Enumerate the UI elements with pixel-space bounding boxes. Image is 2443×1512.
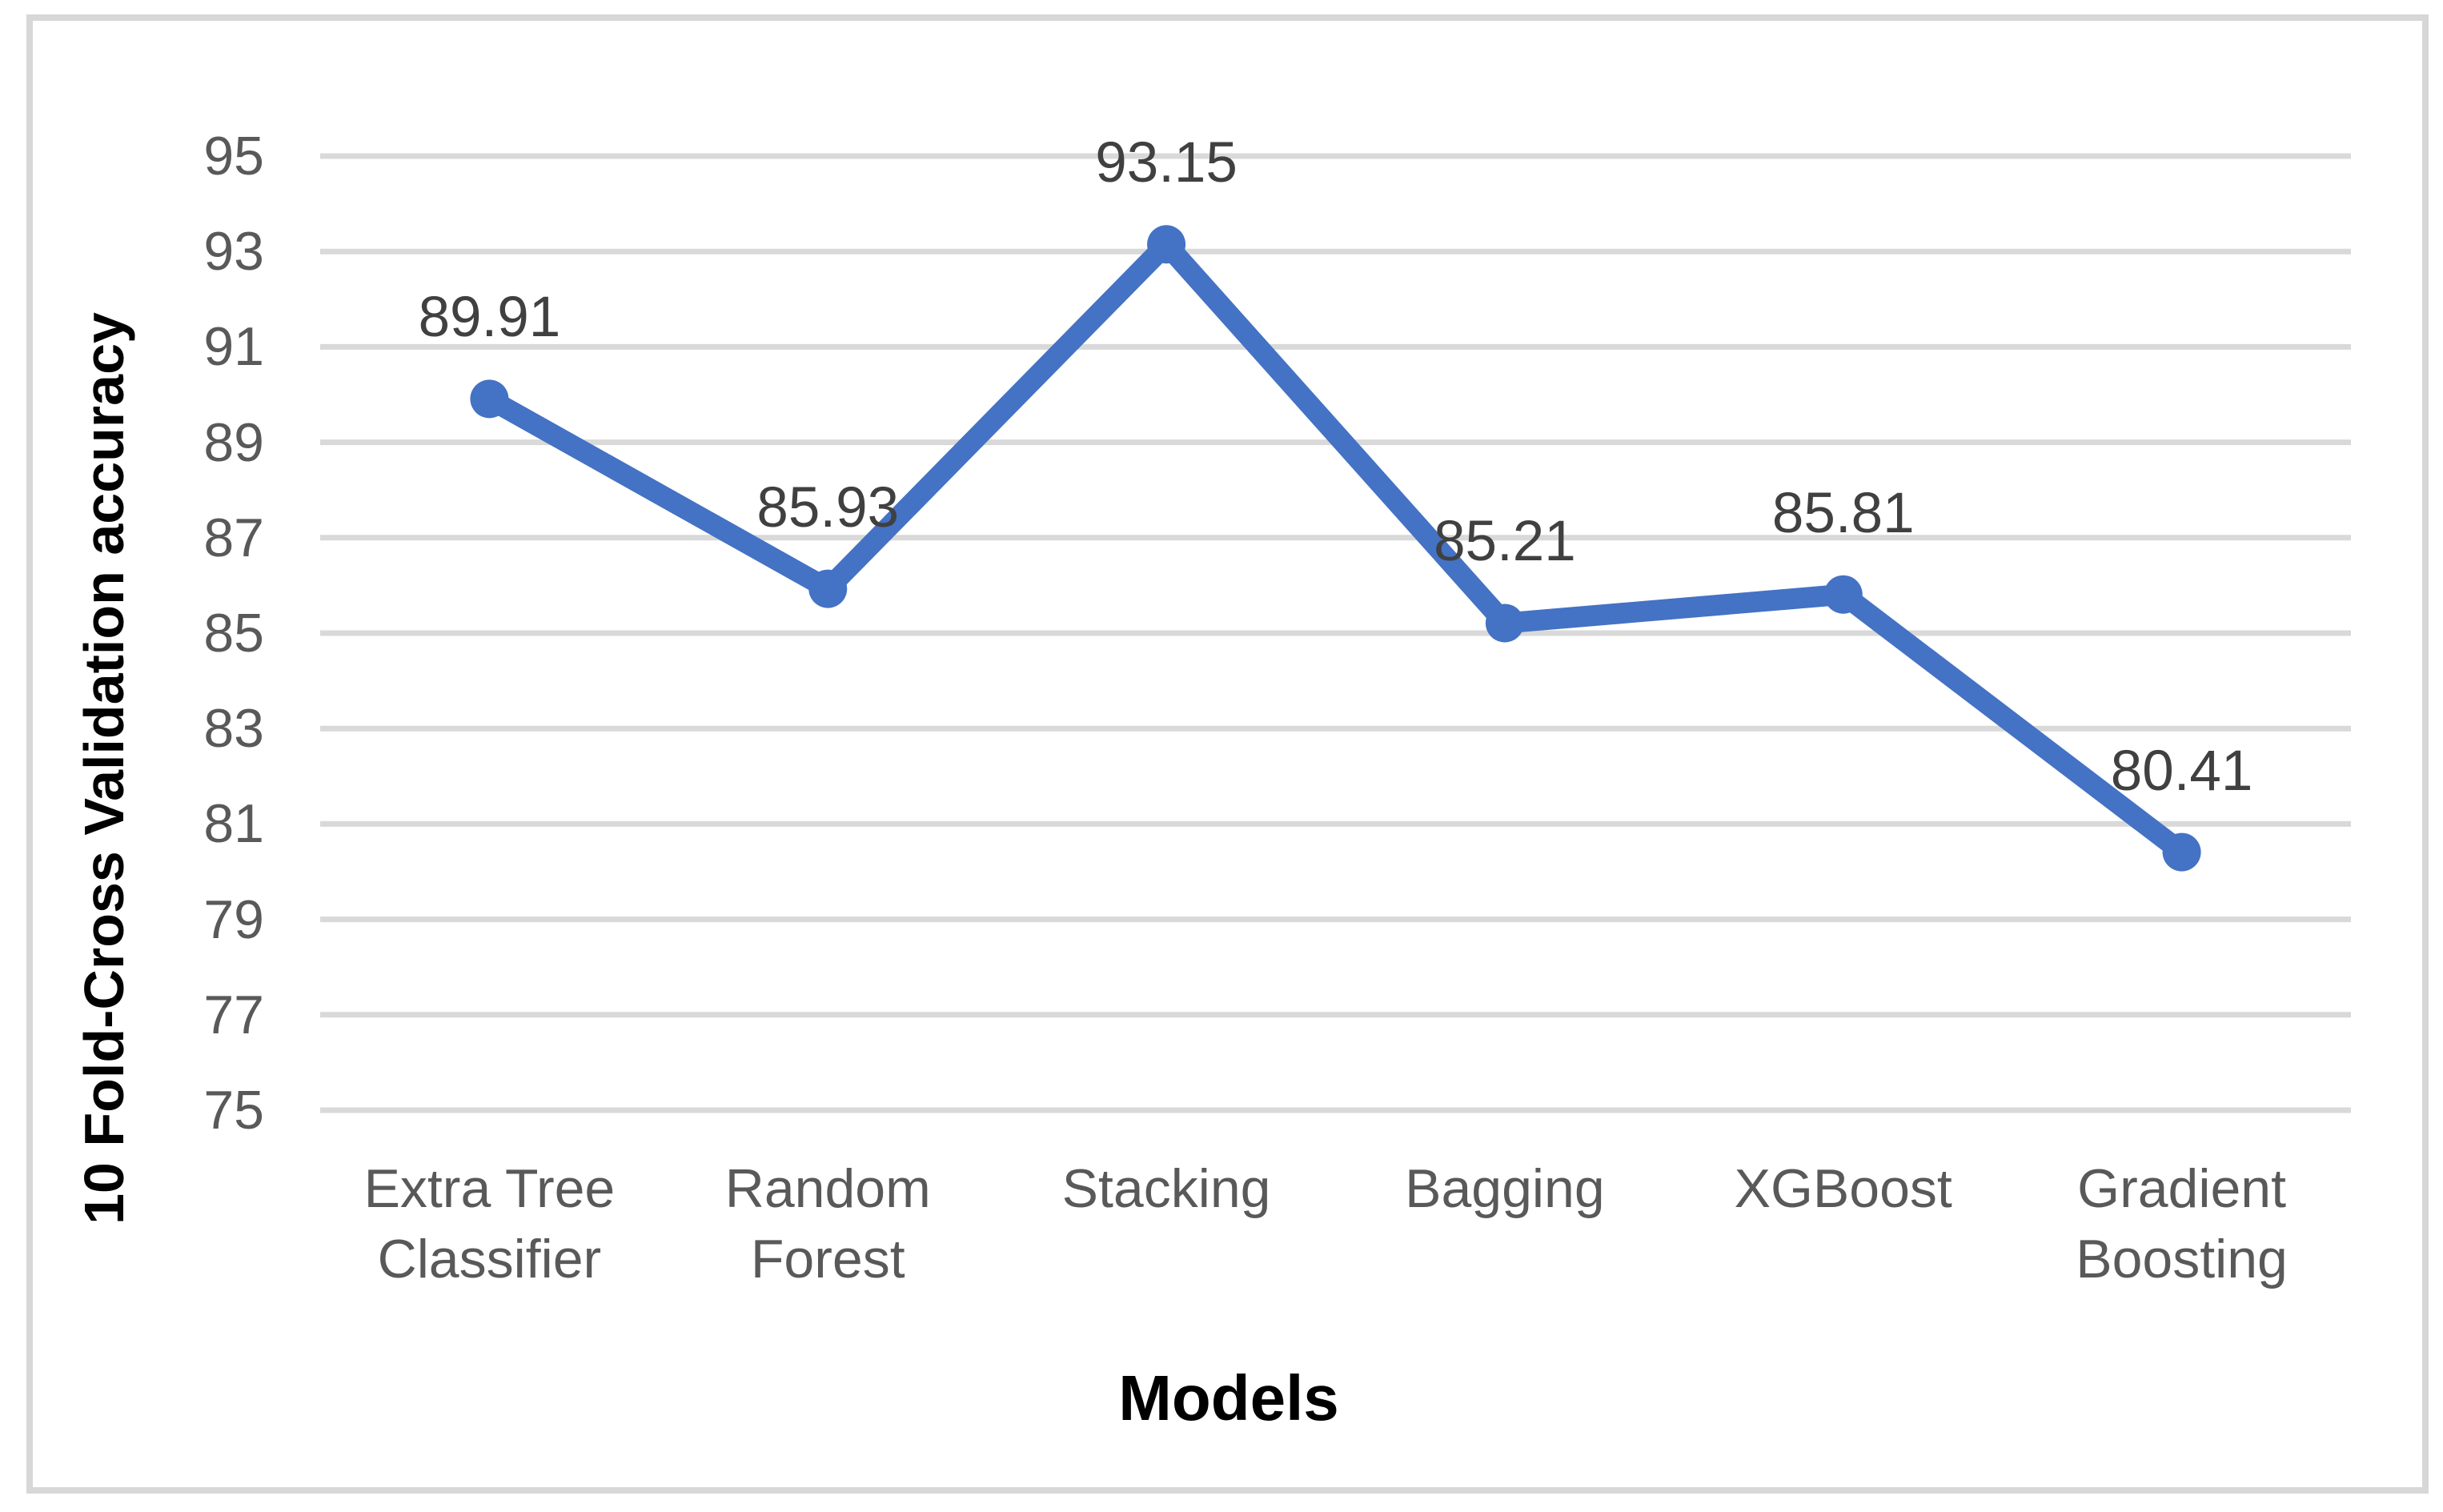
x-category-label: XGBoost bbox=[1734, 1158, 1952, 1219]
y-tick-label: 79 bbox=[203, 888, 264, 950]
y-tick-label: 93 bbox=[203, 221, 264, 283]
x-axis-title: Models bbox=[1118, 1362, 1339, 1434]
data-point-marker bbox=[1485, 604, 1524, 643]
data-point-marker bbox=[808, 569, 848, 608]
data-label: 80.41 bbox=[2110, 739, 2253, 803]
data-label: 85.21 bbox=[1434, 510, 1576, 574]
x-category-label: Random Forest bbox=[724, 1158, 931, 1289]
y-tick-label: 91 bbox=[203, 316, 264, 378]
y-tick-label: 77 bbox=[203, 984, 264, 1045]
y-tick-label: 87 bbox=[203, 507, 264, 568]
y-axis-title: 10 Fold-Cross Validation accuracy bbox=[73, 312, 135, 1225]
data-label: 93.15 bbox=[1095, 131, 1238, 195]
data-point-marker bbox=[2162, 832, 2201, 872]
x-category-label: Extra Tree Classifier bbox=[363, 1158, 616, 1289]
y-tick-label: 85 bbox=[203, 603, 264, 664]
data-point-marker bbox=[1823, 575, 1863, 614]
x-category-label: Bagging bbox=[1405, 1158, 1605, 1219]
x-category-label: Stacking bbox=[1061, 1158, 1271, 1219]
data-label: 85.93 bbox=[756, 475, 900, 539]
y-tick-label: 75 bbox=[203, 1080, 264, 1141]
data-label: 89.91 bbox=[418, 286, 561, 350]
x-category-label: Gradient Boosting bbox=[2076, 1158, 2288, 1289]
data-point-marker bbox=[1147, 225, 1186, 264]
y-tick-label: 95 bbox=[203, 126, 264, 186]
chart-border bbox=[26, 14, 2429, 1494]
data-point-marker bbox=[470, 379, 509, 419]
data-label: 85.81 bbox=[1771, 481, 1915, 545]
series-line bbox=[479, 234, 2192, 863]
y-tick-label: 81 bbox=[203, 793, 264, 855]
y-tick-label: 89 bbox=[203, 411, 264, 473]
y-tick-label: 83 bbox=[203, 698, 264, 760]
